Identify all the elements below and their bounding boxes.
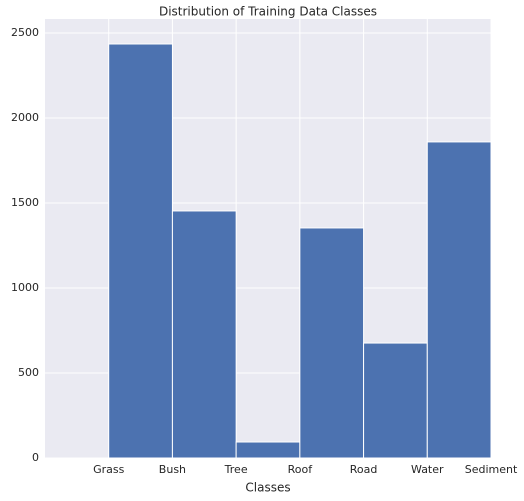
x-tick-label: Water (411, 463, 444, 476)
x-tick-label: Tree (224, 463, 248, 476)
y-tick-label: 1500 (11, 196, 39, 209)
bar (426, 141, 492, 459)
x-tick-label: Sediment (465, 463, 518, 476)
bar (108, 43, 173, 459)
y-tick-label: 2000 (11, 111, 39, 124)
y-tick-label: 2500 (11, 26, 39, 39)
x-tick-label: Bush (159, 463, 186, 476)
bar (363, 342, 428, 459)
bar (235, 441, 301, 459)
bar (299, 227, 365, 459)
x-tick-label: Roof (288, 463, 314, 476)
y-tick-label: 0 (32, 451, 39, 464)
bar (171, 210, 237, 459)
y-tick-label: 1000 (11, 281, 39, 294)
y-tick-label: 500 (18, 366, 39, 379)
chart-title: Distribution of Training Data Classes (159, 5, 377, 19)
x-axis-label: Classes (245, 481, 290, 495)
x-tick-label: Road (350, 463, 378, 476)
x-tick-label: Grass (93, 463, 125, 476)
